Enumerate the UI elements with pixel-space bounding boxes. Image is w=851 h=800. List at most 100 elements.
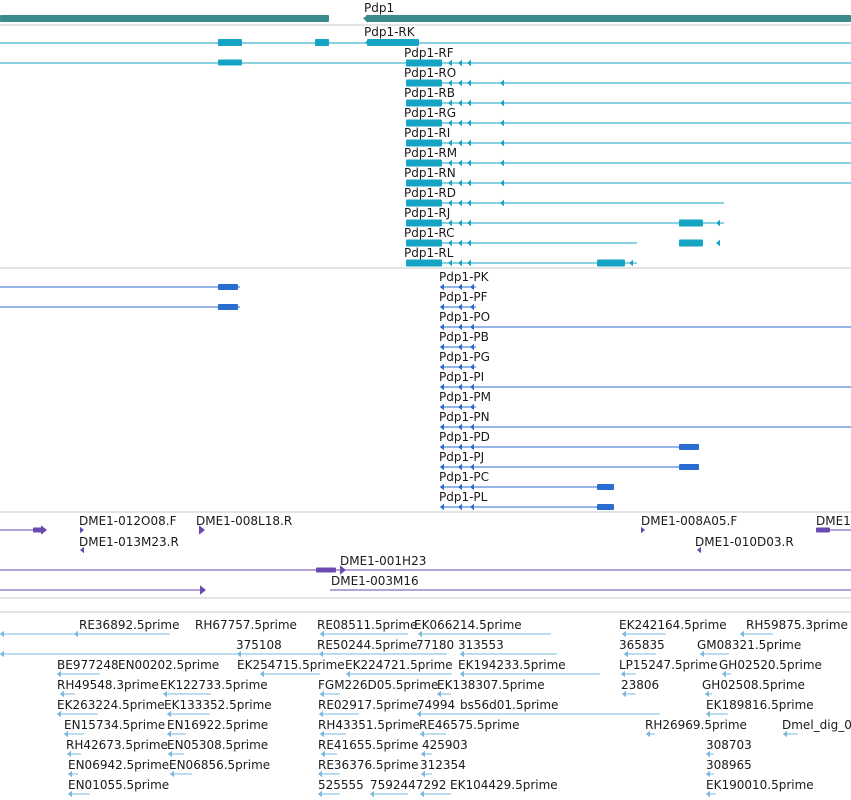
est-label: EK122733.5prime — [160, 678, 268, 692]
transcript-exon — [406, 179, 442, 187]
est-label: RE41655.5prime — [318, 738, 419, 752]
est-label: EK138307.5prime — [437, 678, 545, 692]
transcript-label: Pdp1-RJ — [404, 206, 450, 220]
strand-arrow-icon — [500, 159, 504, 167]
strand-arrow-icon — [448, 159, 452, 167]
strand-arrow-icon — [697, 546, 701, 554]
strand-arrow-icon — [458, 139, 462, 147]
est-label: BE977248 — [57, 658, 119, 672]
est-label: EK224721.5prime — [345, 658, 453, 672]
strand-arrow-icon — [470, 403, 474, 411]
strand-arrow-icon — [200, 585, 206, 595]
clone-label: DME1-010D03.R — [695, 535, 794, 549]
est-label: GM08321.5prime — [697, 638, 801, 652]
strand-arrow-icon — [460, 650, 464, 658]
strand-arrow-icon — [417, 710, 421, 718]
strand-arrow-icon — [470, 323, 474, 331]
strand-arrow-icon — [624, 650, 628, 658]
transcript-exon — [406, 199, 442, 207]
strand-arrow-icon — [440, 443, 444, 451]
strand-arrow-icon — [167, 710, 171, 718]
transcript-label: Pdp1-RD — [404, 186, 456, 200]
protein-label: Pdp1-PB — [439, 330, 489, 344]
transcript-exon — [218, 59, 242, 66]
strand-arrow-icon — [440, 483, 444, 491]
est-label: EK104429.5prime — [450, 778, 558, 792]
clone-label: DME1-013M23.R — [79, 535, 179, 549]
strand-arrow-icon — [467, 259, 471, 267]
strand-arrow-icon — [467, 99, 471, 107]
est-label: RH59875.3prime — [746, 618, 848, 632]
transcript-exon — [406, 219, 442, 227]
strand-arrow-icon — [319, 650, 323, 658]
strand-arrow-icon — [700, 650, 704, 658]
strand-arrow-icon — [440, 343, 444, 351]
strand-arrow-icon — [167, 730, 171, 738]
protein-label: Pdp1-PO — [439, 310, 490, 324]
transcript-exon — [406, 239, 442, 247]
est-label: 312354 — [420, 758, 466, 772]
strand-arrow-icon — [500, 139, 504, 147]
strand-arrow-icon — [470, 503, 474, 511]
strand-arrow-icon — [440, 403, 444, 411]
transcript-exon — [315, 39, 329, 46]
strand-arrow-icon — [346, 670, 350, 678]
strand-arrow-icon — [237, 650, 241, 658]
strand-arrow-icon — [500, 79, 504, 87]
strand-arrow-icon — [320, 730, 324, 738]
est-label: EK190010.5prime — [706, 778, 814, 792]
strand-arrow-icon — [440, 283, 444, 291]
est-label: 375108 — [236, 638, 282, 652]
strand-arrow-icon — [500, 179, 504, 187]
strand-arrow-icon — [458, 159, 462, 167]
clone-label: DME1-003M16 — [331, 574, 419, 588]
strand-arrow-icon — [716, 239, 720, 247]
transcript-label: Pdp1-RC — [404, 226, 455, 240]
strand-arrow-icon — [440, 463, 444, 471]
strand-arrow-icon — [458, 303, 462, 311]
strand-arrow-icon — [448, 259, 452, 267]
strand-arrow-icon — [320, 630, 324, 638]
strand-arrow-icon — [458, 403, 462, 411]
strand-arrow-icon — [448, 199, 452, 207]
strand-arrow-icon — [340, 565, 346, 575]
strand-arrow-icon — [440, 323, 444, 331]
clone-label: DME1-001H23 — [340, 554, 426, 568]
strand-arrow-icon — [170, 770, 174, 778]
transcript-exon — [406, 259, 442, 267]
est-label: EK189816.5prime — [706, 698, 814, 712]
strand-arrow-icon — [706, 790, 710, 798]
strand-arrow-icon — [80, 526, 84, 534]
strand-arrow-icon — [458, 443, 462, 451]
strand-arrow-icon — [168, 750, 172, 758]
strand-arrow-icon — [67, 750, 71, 758]
strand-arrow-icon — [420, 730, 424, 738]
strand-arrow-icon — [80, 546, 84, 554]
strand-arrow-icon — [500, 99, 504, 107]
transcript-label: Pdp1-RB — [404, 86, 455, 100]
strand-arrow-icon — [448, 59, 452, 67]
gene-label: Pdp1 — [364, 1, 394, 15]
strand-arrow-icon — [470, 423, 474, 431]
transcript-exon — [367, 39, 419, 46]
strand-arrow-icon — [458, 423, 462, 431]
transcript-exon — [679, 239, 703, 247]
strand-arrow-icon — [319, 710, 323, 718]
protein-segment — [218, 284, 238, 290]
transcript-exon — [406, 119, 442, 127]
strand-arrow-icon — [458, 59, 462, 67]
clone-label: DME1-008A05.F — [641, 514, 737, 528]
est-label: FGM226D05.5prime — [318, 678, 438, 692]
est-label: RH43351.5prime — [318, 718, 420, 732]
est-label: 525555 — [318, 778, 364, 792]
strand-arrow-icon — [448, 79, 452, 87]
strand-arrow-icon — [467, 139, 471, 147]
strand-arrow-icon — [448, 139, 452, 147]
protein-label: Pdp1-PK — [439, 270, 490, 284]
protein-segment — [679, 444, 699, 450]
strand-arrow-icon — [440, 423, 444, 431]
protein-label: Pdp1-PM — [439, 390, 491, 404]
transcript-exon — [406, 139, 442, 147]
